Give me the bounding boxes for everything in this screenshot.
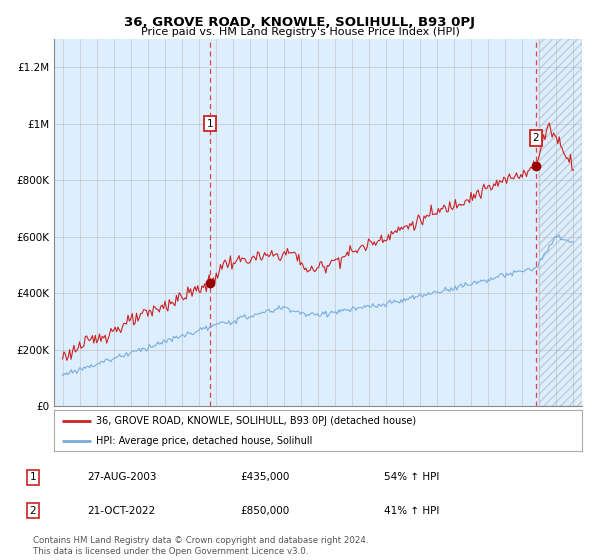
Text: 41% ↑ HPI: 41% ↑ HPI xyxy=(384,506,439,516)
Text: £435,000: £435,000 xyxy=(240,472,289,482)
Text: Contains HM Land Registry data © Crown copyright and database right 2024.
This d: Contains HM Land Registry data © Crown c… xyxy=(33,536,368,556)
Text: 2: 2 xyxy=(533,133,539,143)
Text: 54% ↑ HPI: 54% ↑ HPI xyxy=(384,472,439,482)
Text: HPI: Average price, detached house, Solihull: HPI: Average price, detached house, Soli… xyxy=(96,436,313,446)
Text: 36, GROVE ROAD, KNOWLE, SOLIHULL, B93 0PJ (detached house): 36, GROVE ROAD, KNOWLE, SOLIHULL, B93 0P… xyxy=(96,416,416,426)
Text: 36, GROVE ROAD, KNOWLE, SOLIHULL, B93 0PJ: 36, GROVE ROAD, KNOWLE, SOLIHULL, B93 0P… xyxy=(125,16,476,29)
Text: £850,000: £850,000 xyxy=(240,506,289,516)
Text: 2: 2 xyxy=(29,506,37,516)
Text: Price paid vs. HM Land Registry's House Price Index (HPI): Price paid vs. HM Land Registry's House … xyxy=(140,27,460,37)
Text: 1: 1 xyxy=(206,119,213,129)
Text: 21-OCT-2022: 21-OCT-2022 xyxy=(87,506,155,516)
Text: 1: 1 xyxy=(29,472,37,482)
Text: 27-AUG-2003: 27-AUG-2003 xyxy=(87,472,157,482)
